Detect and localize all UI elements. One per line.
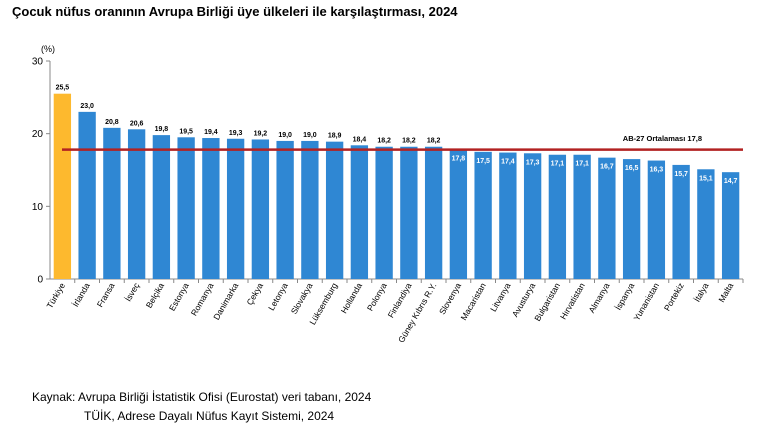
bar bbox=[152, 135, 171, 279]
bar-value-label: 18,2 bbox=[427, 138, 441, 145]
x-category-label: Slovenya bbox=[437, 281, 463, 317]
x-category-label: Belçika bbox=[144, 281, 166, 310]
x-category-label: Litvanya bbox=[488, 281, 513, 314]
x-category-label: Macaristan bbox=[458, 281, 488, 322]
bar bbox=[424, 146, 443, 279]
x-category-label: Hollanda bbox=[339, 281, 365, 315]
y-tick-label: 30 bbox=[32, 57, 44, 68]
bar-value-label: 19,4 bbox=[204, 129, 218, 136]
y-tick-label: 20 bbox=[32, 129, 44, 140]
y-tick-label: 0 bbox=[37, 275, 43, 286]
bar bbox=[622, 159, 641, 279]
bar bbox=[103, 127, 121, 279]
bar-value-label: 16,7 bbox=[600, 164, 614, 171]
bar-value-label: 20,6 bbox=[130, 120, 144, 127]
bar bbox=[523, 153, 542, 279]
bar-value-label: 19,5 bbox=[179, 128, 193, 135]
bar-value-label: 14,7 bbox=[724, 178, 738, 185]
chart-title: Çocuk nüfus oranının Avrupa Birliği üye … bbox=[12, 4, 458, 19]
bar bbox=[672, 164, 690, 279]
bar-value-label: 16,5 bbox=[625, 165, 639, 172]
y-tick-label: 10 bbox=[32, 202, 44, 213]
bar-value-label: 18,9 bbox=[328, 133, 342, 140]
bar-chart: (%) 0 10 20 30 25,5 Türkiye 23,0 İrlanda 20,8 Fr… bbox=[32, 44, 744, 344]
bar bbox=[226, 138, 245, 279]
bar bbox=[350, 145, 369, 279]
bar bbox=[499, 152, 517, 279]
bar bbox=[400, 146, 418, 279]
bar bbox=[251, 139, 270, 279]
x-category-label: Estonya bbox=[167, 281, 191, 313]
x-category-label: Avusturya bbox=[510, 281, 538, 319]
bar bbox=[127, 129, 146, 279]
x-category-label: İtalya bbox=[692, 281, 711, 304]
bar-value-label: 19,3 bbox=[229, 130, 243, 137]
bar-value-label: 17,5 bbox=[476, 158, 490, 165]
bar-value-label: 19,0 bbox=[303, 132, 317, 139]
bar-value-label: 20,8 bbox=[105, 119, 119, 126]
bar-value-label: 17,3 bbox=[526, 159, 540, 166]
x-category-label: Yunanistan bbox=[631, 281, 661, 323]
bar bbox=[53, 93, 72, 279]
bar-value-label: 18,2 bbox=[377, 138, 391, 145]
x-category-label: Letonya bbox=[266, 281, 290, 312]
x-category-label: Almanya bbox=[586, 281, 611, 315]
bar-value-label: 17,1 bbox=[575, 161, 589, 168]
bar bbox=[375, 146, 393, 279]
x-category-label: Romanya bbox=[189, 281, 216, 318]
source-line-2: TÜİK, Adrese Dayalı Nüfus Kayıt Sistemi,… bbox=[84, 409, 335, 423]
x-category-label: Çekya bbox=[244, 281, 265, 307]
bar-value-label: 19,0 bbox=[278, 132, 292, 139]
x-category-label: Danimarka bbox=[211, 281, 240, 322]
bar-value-label: 18,4 bbox=[353, 136, 367, 143]
average-line-group: AB-27 Ortalaması 17,8 bbox=[62, 134, 743, 151]
source-note: Kaynak: Avrupa Birliği İstatistik Ofisi … bbox=[32, 388, 371, 426]
x-category-label: Malta bbox=[716, 281, 735, 304]
source-line-1: Kaynak: Avrupa Birliği İstatistik Ofisi … bbox=[32, 390, 372, 404]
bar bbox=[573, 154, 591, 279]
x-category-label: İsveç bbox=[123, 280, 142, 303]
x-category-label: Slovakya bbox=[289, 281, 315, 316]
x-category-label: Portekiz bbox=[662, 281, 686, 313]
bar bbox=[697, 169, 715, 279]
bar-value-label: 15,1 bbox=[699, 175, 713, 182]
x-category-label: İspanya bbox=[613, 281, 637, 312]
bar-value-label: 19,2 bbox=[254, 130, 268, 137]
bar bbox=[721, 172, 740, 279]
x-category-label: Finlandiya bbox=[386, 281, 414, 320]
x-category-label: Hırvatistan bbox=[558, 281, 587, 321]
bar bbox=[202, 138, 220, 279]
bar-value-label: 19,8 bbox=[155, 126, 169, 133]
bar bbox=[78, 111, 96, 279]
bar bbox=[325, 141, 344, 279]
x-category-label: İrlanda bbox=[70, 281, 92, 309]
y-axis-unit-label: (%) bbox=[41, 44, 55, 54]
bar bbox=[276, 140, 294, 279]
bar bbox=[647, 160, 666, 279]
bar-value-label: 23,0 bbox=[80, 103, 94, 110]
bar-value-label: 17,4 bbox=[501, 159, 515, 166]
bar-value-label: 25,5 bbox=[56, 85, 70, 92]
bar bbox=[474, 151, 492, 279]
bar bbox=[177, 137, 195, 279]
x-category-label: Türkiye bbox=[45, 281, 68, 310]
bar bbox=[548, 154, 567, 279]
bar-value-label: 18,2 bbox=[402, 138, 416, 145]
bar-value-label: 17,1 bbox=[551, 161, 565, 168]
bar bbox=[598, 157, 616, 279]
x-category-label: Fransa bbox=[95, 281, 117, 309]
bar-value-label: 17,8 bbox=[452, 156, 466, 163]
bars-group: 25,5 Türkiye 23,0 İrlanda 20,8 Fransa 20,6 İsve… bbox=[45, 85, 744, 344]
x-category-label: Polonya bbox=[365, 281, 389, 313]
bar bbox=[449, 149, 468, 279]
bar-value-label: 15,7 bbox=[674, 171, 688, 178]
bar bbox=[301, 140, 319, 279]
bar-value-label: 16,3 bbox=[650, 167, 664, 174]
average-line-label: AB-27 Ortalaması 17,8 bbox=[623, 134, 702, 143]
